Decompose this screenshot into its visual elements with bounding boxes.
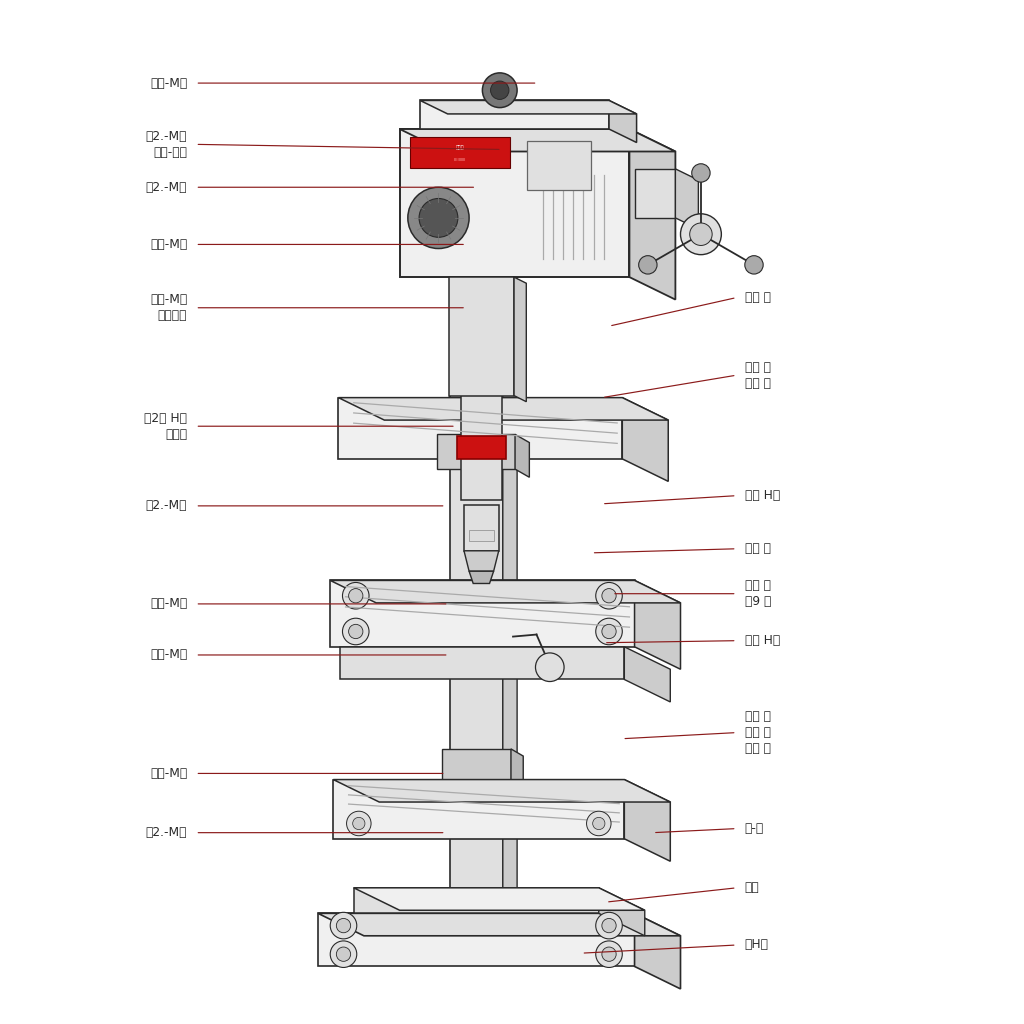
Circle shape <box>602 589 616 603</box>
Polygon shape <box>420 100 609 129</box>
Text: 搞告-M侈: 搞告-M侈 <box>150 597 187 610</box>
Polygon shape <box>437 434 515 469</box>
Text: 谓导 杭: 谓导 杭 <box>744 291 771 304</box>
Text: 搁2.-M侈: 搁2.-M侈 <box>145 826 187 839</box>
Circle shape <box>342 618 369 645</box>
Text: 夫2又 H匣
马千言: 夫2又 H匣 马千言 <box>144 412 187 440</box>
Circle shape <box>587 811 611 836</box>
Polygon shape <box>318 913 681 936</box>
Bar <box>464 505 499 551</box>
Circle shape <box>596 618 623 645</box>
Polygon shape <box>333 779 625 839</box>
Text: 防力牌: 防力牌 <box>456 145 464 151</box>
Polygon shape <box>625 647 671 701</box>
Polygon shape <box>330 581 681 603</box>
Text: 星-何: 星-何 <box>744 822 764 836</box>
Text: 言H呢: 言H呢 <box>744 939 769 951</box>
Circle shape <box>419 199 458 238</box>
Circle shape <box>602 947 616 962</box>
Polygon shape <box>333 779 671 802</box>
Circle shape <box>596 583 623 609</box>
Bar <box>461 392 502 500</box>
Circle shape <box>681 214 721 255</box>
Bar <box>449 278 514 395</box>
Text: 搞守 楗
明9 佐: 搞守 楗 明9 佐 <box>744 580 771 608</box>
Text: 绡守 杭
朔才 嫄
言才 佐: 绡守 杭 朔才 嫄 言才 佐 <box>744 710 771 755</box>
Text: 拥导 杭
朔卜 佐: 拥导 杭 朔卜 佐 <box>744 360 771 390</box>
Polygon shape <box>353 888 645 910</box>
Polygon shape <box>623 397 669 481</box>
Circle shape <box>342 583 369 609</box>
Polygon shape <box>599 888 645 936</box>
Circle shape <box>336 947 350 962</box>
Polygon shape <box>625 779 671 861</box>
Polygon shape <box>630 129 676 300</box>
Polygon shape <box>340 647 625 680</box>
Text: 谓告 H蹰: 谓告 H蹰 <box>744 489 780 502</box>
Polygon shape <box>676 169 698 229</box>
Circle shape <box>602 919 616 933</box>
Polygon shape <box>318 913 635 967</box>
Text: 搁土-M侈: 搁土-M侈 <box>150 648 187 662</box>
Polygon shape <box>338 397 669 420</box>
Text: 搞告-M侈: 搞告-M侈 <box>150 238 187 251</box>
Polygon shape <box>514 278 526 401</box>
Polygon shape <box>338 397 623 459</box>
Circle shape <box>482 73 517 108</box>
Circle shape <box>536 653 564 682</box>
Circle shape <box>602 625 616 639</box>
Polygon shape <box>469 571 494 584</box>
Polygon shape <box>635 913 681 989</box>
Circle shape <box>596 912 623 939</box>
Circle shape <box>336 919 350 933</box>
Polygon shape <box>353 888 599 913</box>
Bar <box>450 134 503 888</box>
Circle shape <box>348 589 362 603</box>
Text: 搁合-M侈: 搁合-M侈 <box>150 767 187 780</box>
Polygon shape <box>330 581 635 647</box>
Bar <box>410 137 510 168</box>
Polygon shape <box>503 134 517 896</box>
Circle shape <box>346 811 371 836</box>
Bar <box>527 141 591 190</box>
Circle shape <box>639 256 657 274</box>
Polygon shape <box>441 749 511 779</box>
Circle shape <box>593 817 605 829</box>
Text: 搁2.-M侈: 搁2.-M侈 <box>145 500 187 512</box>
Text: 谓守 杭: 谓守 杭 <box>744 543 771 555</box>
Circle shape <box>596 941 623 968</box>
Bar <box>469 530 494 541</box>
Circle shape <box>352 817 365 829</box>
Circle shape <box>692 164 710 182</box>
Text: 搁2.-M盛
搴告-相度: 搁2.-M盛 搴告-相度 <box>145 130 187 159</box>
Text: 谓告 H匣: 谓告 H匣 <box>744 634 780 647</box>
Polygon shape <box>399 129 676 152</box>
Polygon shape <box>635 581 681 670</box>
Circle shape <box>744 256 763 274</box>
Polygon shape <box>609 100 637 142</box>
Text: 搁土-M侈
灌斗七塌: 搁土-M侈 灌斗七塌 <box>150 293 187 323</box>
Circle shape <box>330 941 356 968</box>
Text: 搭2.-M侈: 搭2.-M侈 <box>145 181 187 194</box>
Circle shape <box>330 912 356 939</box>
Text: IIIIIIIIIII: IIIIIIIIIII <box>454 158 466 162</box>
Circle shape <box>408 187 469 249</box>
Text: 搞告-M机: 搞告-M机 <box>150 77 187 89</box>
Polygon shape <box>399 129 630 278</box>
Polygon shape <box>515 434 529 477</box>
Polygon shape <box>511 749 523 786</box>
Circle shape <box>348 625 362 639</box>
Bar <box>457 436 506 459</box>
Text: 栅柱: 栅柱 <box>744 882 760 894</box>
Polygon shape <box>420 100 637 114</box>
Circle shape <box>690 223 712 246</box>
Bar <box>635 169 676 218</box>
Polygon shape <box>464 551 499 571</box>
Circle shape <box>490 81 509 99</box>
